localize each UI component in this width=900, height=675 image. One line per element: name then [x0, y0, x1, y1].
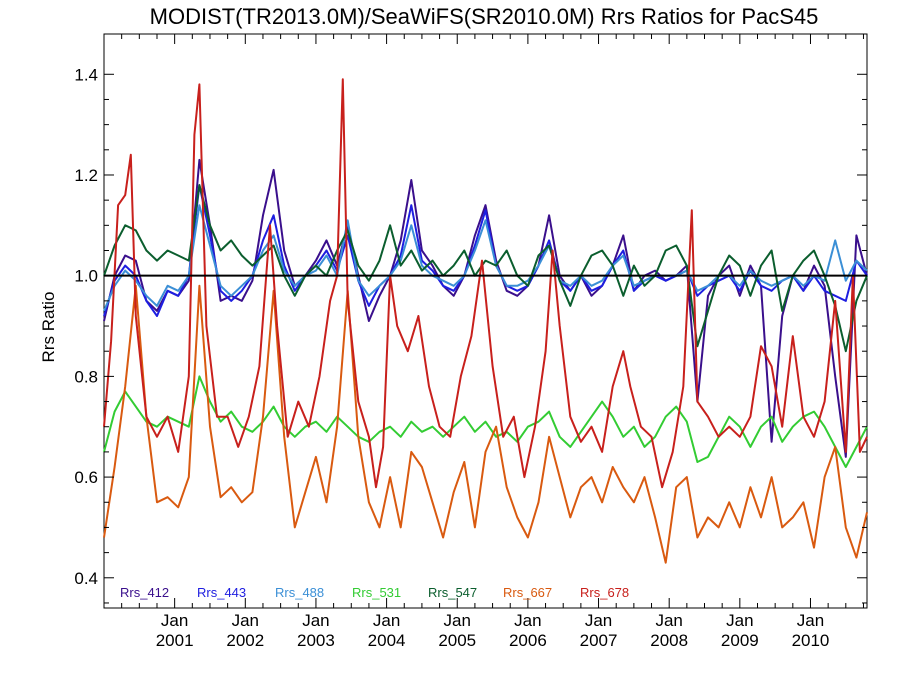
y-axis: 0.4 0.6 0.8 1.0 1.2 1.4 [74, 65, 867, 604]
y-tick-label: 1.0 [74, 267, 98, 286]
y-tick-label: 0.8 [74, 367, 98, 386]
x-tick-label-year: 2006 [509, 631, 547, 650]
x-tick-label-month: Jan [514, 611, 541, 630]
x-tick-label-month: Jan [655, 611, 682, 630]
x-tick-label-month: Jan [373, 611, 400, 630]
x-tick-label-month: Jan [444, 611, 471, 630]
x-tick-label-year: 2009 [721, 631, 759, 650]
x-tick-label-year: 2010 [792, 631, 830, 650]
legend-item-rrs_412: Rrs_412 [120, 585, 169, 600]
x-tick-label-year: 2004 [368, 631, 406, 650]
plot-frame [103, 33, 868, 609]
x-tick-label-month: Jan [797, 611, 824, 630]
legend-item-rrs_678: Rrs_678 [580, 585, 629, 600]
legend-item-rrs_547: Rrs_547 [428, 585, 477, 600]
legend: Rrs_412 Rrs_443 Rrs_488 Rrs_531 Rrs_547 Rrs_6… [120, 585, 629, 600]
legend-item-rrs_531: Rrs_531 [352, 585, 401, 600]
series-line-rrs_443 [103, 184, 868, 317]
y-tick-label: 0.6 [74, 468, 98, 487]
y-tick-label: 1.4 [74, 65, 98, 84]
x-tick-label-year: 2002 [226, 631, 264, 650]
x-tick-label-month: Jan [585, 611, 612, 630]
x-axis: Jan2001Jan2002Jan2003Jan2004Jan2005Jan20… [121, 34, 864, 650]
y-tick-label: 0.4 [74, 569, 98, 588]
legend-item-rrs_488: Rrs_488 [275, 585, 324, 600]
series-line-rrs_488 [103, 204, 868, 312]
legend-item-rrs_443: Rrs_443 [197, 585, 246, 600]
x-tick-label-month: Jan [726, 611, 753, 630]
chart-title: MODIST(TR2013.0M)/SeaWiFS(SR2010.0M) Rrs… [150, 4, 819, 29]
x-tick-label-year: 2003 [297, 631, 335, 650]
x-tick-label-month: Jan [161, 611, 188, 630]
legend-item-rrs_667: Rrs_667 [503, 585, 552, 600]
series-line-rrs_412 [103, 158, 868, 458]
x-tick-label-year: 2005 [438, 631, 476, 650]
x-tick-label-month: Jan [302, 611, 329, 630]
y-axis-label: Rrs Ratio [39, 292, 58, 363]
x-tick-label-month: Jan [232, 611, 259, 630]
series-line-rrs_547 [103, 184, 868, 353]
plot-area [103, 33, 868, 609]
y-tick-label: 1.2 [74, 166, 98, 185]
x-tick-label-year: 2001 [156, 631, 194, 650]
series-line-rrs_531 [103, 375, 868, 468]
x-tick-label-year: 2008 [650, 631, 688, 650]
series-line-rrs_667 [103, 284, 868, 564]
series-line-rrs_678 [103, 78, 868, 489]
x-tick-label-year: 2007 [580, 631, 618, 650]
